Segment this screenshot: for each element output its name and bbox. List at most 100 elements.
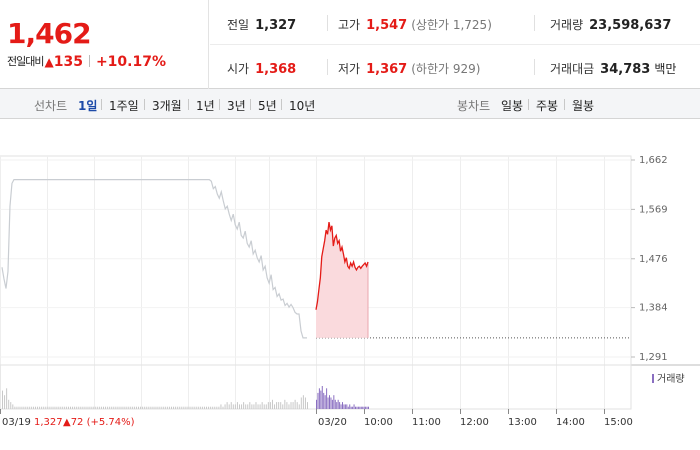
info-value: 1,547 — [366, 18, 408, 33]
volume-bar — [102, 406, 104, 409]
info-sub: (하한가 929) — [411, 62, 481, 76]
period-tab-1w[interactable]: 1주일 — [109, 99, 139, 113]
candle-tab-monthly[interactable]: 월봉 — [572, 99, 595, 113]
volume-bar — [222, 406, 224, 409]
volume-bar — [4, 395, 6, 409]
volume-bar — [49, 406, 51, 409]
volume-bar — [353, 404, 355, 409]
volume-bar — [337, 399, 339, 409]
volume-bar — [267, 402, 269, 409]
volume-bar — [88, 406, 90, 409]
volume-bar — [84, 406, 86, 409]
volume-bar — [28, 406, 30, 409]
volume-bar — [162, 406, 164, 409]
volume-bar — [138, 406, 140, 409]
volume-bar — [53, 406, 55, 409]
volume-bar — [216, 406, 218, 409]
volume-bar — [321, 386, 323, 409]
tab-divider — [564, 99, 565, 110]
volume-bar — [343, 404, 345, 409]
info-label: 거래량 — [550, 18, 584, 32]
volume-bar — [334, 399, 336, 409]
period-tab-1y[interactable]: 1년 — [196, 99, 215, 113]
volume-bar — [173, 406, 175, 409]
volume-bar — [175, 406, 177, 409]
y-tick-label: 1,569 — [639, 204, 668, 215]
volume-bar — [208, 406, 210, 409]
volume-bar — [170, 406, 172, 409]
period-tab-3m[interactable]: 3개월 — [152, 99, 182, 113]
volume-bar — [346, 404, 348, 409]
volume-bar — [362, 406, 364, 409]
volume-bar — [210, 406, 212, 409]
prev-session-date: 03/19 — [2, 417, 31, 428]
volume-bar — [339, 402, 341, 409]
volume-bar — [96, 406, 98, 409]
volume-bar — [57, 406, 59, 409]
volume-bar — [131, 406, 133, 409]
volume-bar — [269, 402, 271, 409]
volume-bar — [140, 406, 142, 409]
volume-bar — [37, 406, 39, 409]
volume-bar — [352, 406, 354, 409]
volume-bar — [224, 404, 226, 409]
y-axis: 1,662 1,569 1,476 1,384 1,291 — [631, 155, 668, 363]
volume-bar — [257, 404, 259, 409]
volume-bar — [363, 406, 365, 409]
candle-chart-label: 봉차트 — [457, 99, 491, 113]
volume-legend-swatch — [652, 374, 654, 383]
volume-bar — [280, 402, 282, 409]
volume-bar — [253, 404, 255, 409]
volume-bar — [251, 404, 253, 409]
period-tab-3y[interactable]: 3년 — [227, 99, 246, 113]
x-tick-label: 10:00 — [364, 417, 393, 428]
volume-bar — [20, 406, 22, 409]
volume-bar — [51, 406, 53, 409]
period-tab-5y[interactable]: 5년 — [258, 99, 277, 113]
info-high: 고가 1,547 (상한가 1,725) — [338, 16, 492, 33]
volume-bar — [70, 406, 72, 409]
volume-bar — [148, 406, 150, 409]
volume-bar — [123, 406, 125, 409]
volume-bar — [65, 406, 67, 409]
volume-bar — [201, 406, 203, 409]
volume-bar — [129, 406, 131, 409]
volume-bar — [150, 406, 152, 409]
volume-bar — [30, 406, 32, 409]
volume-bar — [342, 402, 343, 409]
info-row-divider — [210, 44, 700, 45]
volume-bar — [247, 404, 249, 409]
volume-bar — [292, 402, 294, 409]
price-chart[interactable]: 1,662 1,569 1,476 1,384 1,291 03/20 10:00 11:0… — [0, 120, 700, 450]
period-tab-1d[interactable]: 1일 — [78, 99, 98, 113]
volume-bar — [22, 406, 24, 409]
info-open: 시가 1,368 — [227, 60, 296, 77]
volume-bar — [249, 402, 251, 409]
volume-bar — [107, 406, 109, 409]
period-tab-10y[interactable]: 10년 — [289, 99, 316, 113]
series-area-today — [316, 222, 368, 338]
x-tick-label: 03/20 — [318, 417, 347, 428]
candle-tab-weekly[interactable]: 주봉 — [536, 99, 559, 113]
volume-bar — [226, 402, 228, 409]
volume-bar — [284, 399, 286, 409]
tab-divider — [144, 99, 145, 110]
info-value: 1,367 — [366, 62, 408, 77]
info-value: 34,783 — [600, 62, 651, 77]
volume-bar — [18, 406, 20, 409]
info-volume: 거래량 23,598,637 — [550, 16, 671, 33]
change-divider — [88, 55, 90, 67]
volume-bar — [274, 404, 276, 409]
volume-bar — [146, 406, 148, 409]
volume-bar — [232, 404, 234, 409]
volume-bar — [318, 388, 320, 409]
volume-bar — [98, 406, 100, 409]
change-percent: +10.17% — [95, 54, 166, 70]
candle-tab-daily[interactable]: 일봉 — [501, 99, 524, 113]
volume-bar — [6, 388, 8, 409]
volume-bar — [368, 406, 369, 409]
volume-bar — [365, 406, 367, 409]
volume-bar — [55, 406, 57, 409]
tab-divider — [188, 99, 189, 110]
volume-bar — [191, 406, 193, 409]
